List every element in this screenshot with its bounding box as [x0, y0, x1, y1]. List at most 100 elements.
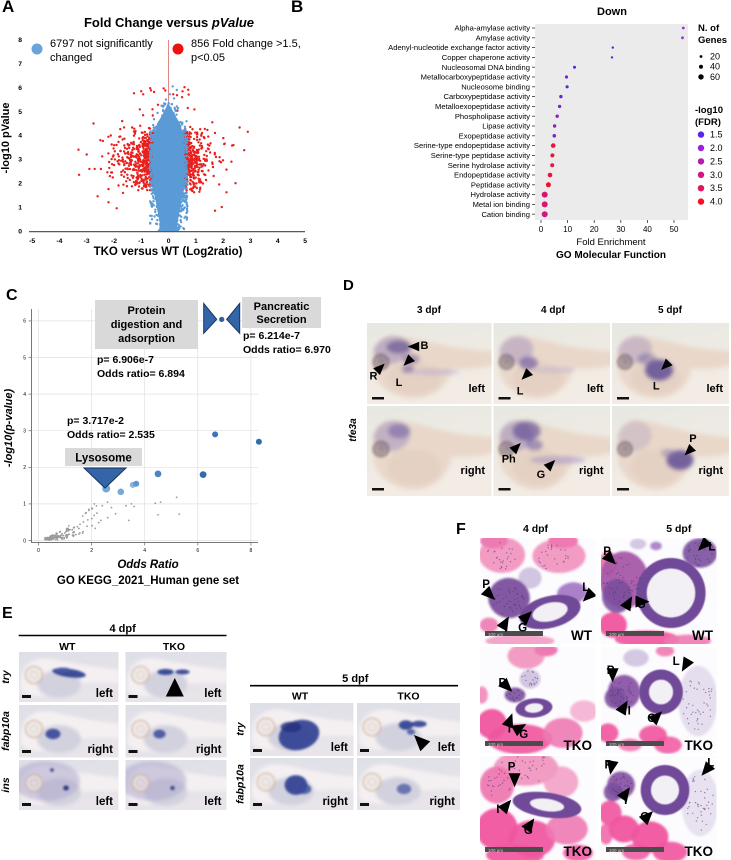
svg-text:2: 2 — [90, 548, 93, 554]
svg-text:Serine-type peptidase activity: Serine-type peptidase activity — [431, 151, 530, 160]
svg-text:TKO versus WT (Log2ratio): TKO versus WT (Log2ratio) — [94, 246, 243, 258]
svg-text:2: 2 — [18, 181, 22, 188]
svg-text:L: L — [707, 757, 714, 769]
svg-text:P: P — [508, 762, 516, 774]
svg-text:4 dpf: 4 dpf — [541, 305, 566, 316]
svg-text:8: 8 — [18, 37, 22, 44]
svg-text:Pancreatic: Pancreatic — [254, 301, 310, 313]
svg-text:left: left — [469, 383, 486, 395]
svg-text:TKO: TKO — [564, 844, 593, 859]
svg-text:right: right — [461, 465, 486, 477]
svg-text:30: 30 — [616, 225, 625, 234]
svg-text:Exopeptidase activity: Exopeptidase activity — [459, 131, 531, 140]
svg-text:Amylase activity: Amylase activity — [476, 33, 531, 42]
svg-text:left: left — [204, 796, 221, 808]
svg-text:left: left — [204, 688, 221, 700]
svg-text:I: I — [624, 795, 627, 807]
svg-text:-2: -2 — [111, 238, 117, 245]
svg-text:try: try — [0, 669, 12, 684]
svg-text:6: 6 — [196, 548, 199, 554]
svg-text:-5: -5 — [29, 238, 35, 245]
svg-text:p= 3.717e-2: p= 3.717e-2 — [67, 415, 124, 427]
svg-text:left: left — [438, 742, 455, 754]
svg-text:left: left — [96, 688, 113, 700]
svg-text:left: left — [331, 742, 348, 754]
svg-text:Fold Enrichment: Fold Enrichment — [576, 237, 646, 248]
svg-text:Down: Down — [597, 6, 627, 18]
svg-text:try: try — [235, 721, 247, 736]
svg-text:p<0.05: p<0.05 — [191, 52, 225, 64]
svg-text:(FDR): (FDR) — [695, 117, 721, 128]
svg-text:right: right — [579, 465, 604, 477]
svg-text:GO KEGG_2021_Human gene set: GO KEGG_2021_Human gene set — [57, 575, 239, 587]
svg-text:20: 20 — [590, 225, 599, 234]
svg-text:-log10: -log10 — [695, 105, 723, 116]
svg-text:I: I — [628, 705, 631, 717]
svg-text:right: right — [429, 796, 455, 808]
svg-text:4 dpf: 4 dpf — [109, 623, 136, 635]
svg-text:Metal ion binding: Metal ion binding — [473, 200, 530, 209]
svg-text:L: L — [517, 385, 524, 397]
svg-text:1: 1 — [194, 238, 198, 245]
svg-text:I: I — [508, 724, 511, 736]
svg-text:100 µm: 100 µm — [488, 742, 503, 747]
svg-text:left: left — [707, 383, 724, 395]
svg-text:fabp10a: fabp10a — [235, 764, 247, 804]
svg-text:p= 6.214e-7: p= 6.214e-7 — [243, 330, 300, 342]
svg-text:5 dpf: 5 dpf — [658, 305, 683, 316]
svg-text:4: 4 — [23, 392, 26, 398]
svg-text:4: 4 — [18, 133, 22, 140]
svg-text:10: 10 — [563, 225, 572, 234]
svg-text:3: 3 — [249, 238, 253, 245]
svg-text:P: P — [607, 665, 615, 677]
svg-text:0: 0 — [167, 238, 171, 245]
svg-text:-log10(p-value): -log10(p-value) — [3, 389, 15, 468]
svg-text:100 µm: 100 µm — [488, 632, 503, 637]
svg-text:changed: changed — [50, 52, 92, 64]
svg-text:Serine-type endopeptidase acti: Serine-type endopeptidase activity — [414, 141, 530, 150]
svg-text:Serine hydrolase activity: Serine hydrolase activity — [448, 161, 531, 170]
svg-text:Adenyl-nucleotide exchange fac: Adenyl-nucleotide exchange factor activi… — [388, 43, 530, 52]
svg-text:8: 8 — [250, 548, 253, 554]
svg-text:I: I — [629, 599, 632, 611]
svg-text:6: 6 — [23, 319, 26, 325]
svg-text:Ph: Ph — [502, 454, 516, 466]
svg-text:5: 5 — [23, 355, 26, 361]
svg-text:TKO: TKO — [685, 844, 714, 859]
svg-text:3: 3 — [18, 157, 22, 164]
svg-text:-4: -4 — [56, 238, 62, 245]
svg-text:Odds ratio= 6.894: Odds ratio= 6.894 — [97, 368, 185, 380]
svg-text:G: G — [640, 812, 649, 824]
svg-text:1: 1 — [18, 204, 22, 211]
svg-text:Carboxypeptidase activity: Carboxypeptidase activity — [443, 92, 530, 101]
svg-text:Endopeptidase activity: Endopeptidase activity — [454, 171, 530, 180]
svg-text:F: F — [456, 521, 466, 538]
svg-text:Peptidase activity: Peptidase activity — [471, 180, 530, 189]
svg-text:-log10 pValue: -log10 pValue — [0, 103, 12, 174]
svg-text:right: right — [87, 744, 113, 756]
svg-text:2.5: 2.5 — [710, 156, 723, 166]
svg-text:I: I — [504, 622, 507, 634]
svg-text:P: P — [482, 579, 490, 591]
svg-text:tfe3a: tfe3a — [348, 418, 359, 442]
svg-text:100 µm: 100 µm — [609, 632, 624, 637]
svg-text:-1: -1 — [138, 238, 144, 245]
svg-text:Lipase activity: Lipase activity — [482, 122, 530, 131]
svg-text:20: 20 — [710, 52, 720, 62]
svg-text:N. of: N. of — [698, 23, 720, 34]
svg-text:L: L — [653, 380, 660, 392]
svg-text:WT: WT — [59, 641, 76, 653]
svg-text:L: L — [396, 377, 403, 389]
svg-text:4: 4 — [143, 548, 146, 554]
svg-text:3.0: 3.0 — [710, 170, 723, 180]
svg-text:TKO: TKO — [397, 691, 419, 703]
svg-text:856 Fold change >1.5,: 856 Fold change >1.5, — [191, 38, 301, 50]
svg-text:100 µm: 100 µm — [609, 848, 624, 853]
svg-text:Odds ratio= 2.535: Odds ratio= 2.535 — [67, 429, 155, 441]
svg-text:2.0: 2.0 — [710, 143, 723, 153]
svg-text:left: left — [96, 796, 113, 808]
svg-text:0: 0 — [18, 228, 22, 235]
svg-text:Nucleosome binding: Nucleosome binding — [461, 82, 530, 91]
svg-text:Metallocarboxypeptidase activi: Metallocarboxypeptidase activity — [421, 73, 531, 82]
svg-text:0: 0 — [37, 548, 40, 554]
